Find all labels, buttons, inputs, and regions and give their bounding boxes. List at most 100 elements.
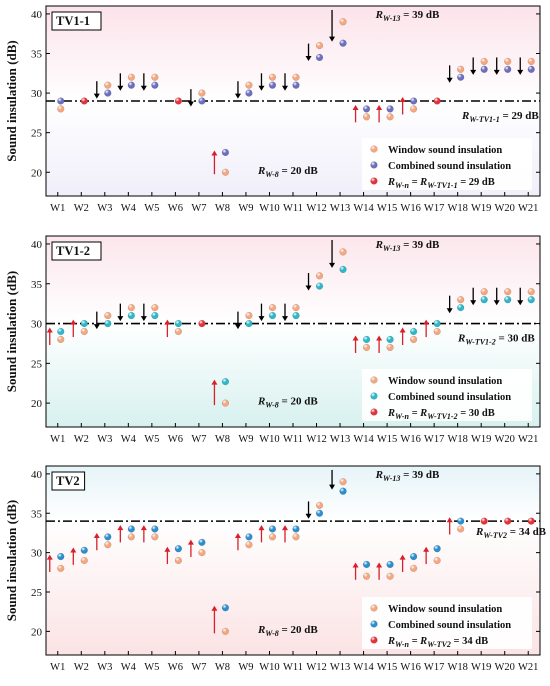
window-point [292,304,300,312]
combined-point [151,525,159,533]
combined-point [457,517,465,525]
combined-point [339,265,347,274]
x-tick-label: W16 [400,434,420,445]
combined-point [386,560,394,569]
window-point [151,533,159,541]
x-tick-label: W20 [495,662,515,673]
arrow-up [46,554,53,572]
x-tick-label: W11 [283,434,303,445]
annotation-label: RW-13 = 39 dB [375,9,440,23]
x-tick-label: W12 [306,203,326,214]
y-axis-label: Sound insulation (dB) [4,40,19,161]
x-tick-label: W3 [97,434,112,445]
x-tick-label: W5 [144,434,159,445]
window-point [410,105,418,113]
combined-point [221,604,230,612]
arrow-up [93,532,100,551]
window-point [362,113,371,121]
combined-point [410,97,418,105]
combined-point [127,311,135,320]
window-point [504,288,512,296]
window-point [292,73,300,81]
arrow-down [117,303,124,322]
window-point [198,89,206,97]
x-tick-label: W13 [330,434,350,445]
arrow-up [234,532,241,551]
region-above [46,466,540,522]
legend-window-label: Window sound insulation [388,145,502,156]
x-tick-label: W19 [471,662,491,673]
combined-point [480,65,488,73]
legend-window-label: Window sound insulation [388,376,502,387]
legend-equal-label: RW-n = RW-TV2 = 34 dB [387,636,488,649]
x-tick-label: W19 [471,434,491,445]
legend-equal-label: RW-n = RW-TV1-1 = 29 dB [387,177,495,190]
arrow-down [234,81,241,99]
arrow-down [282,303,288,322]
legend: Window sound insulation Combined sound in… [362,597,532,649]
legend-combined-label: Combined sound insulation [388,161,511,172]
x-tick-label: W9 [238,434,253,445]
legend: Window sound insulation Combined sound in… [362,138,532,190]
combined-point [268,81,277,89]
x-tick-label: W20 [495,434,515,445]
annotation-label: RW-13 = 39 dB [375,469,440,483]
arrow-down [493,57,500,75]
arrow-down [117,73,124,91]
arrow-up [352,335,359,353]
annotation-label: RW-8 = 20 dB [257,396,318,410]
combined-point [57,327,65,336]
x-tick-label: W2 [74,662,89,673]
window-point [339,248,347,256]
arrow-down [329,9,336,42]
window-point [268,304,277,312]
combined-point [245,89,253,97]
legend-equal-marker [370,636,378,644]
combined-point [104,533,112,541]
x-tick-label: W2 [74,434,89,445]
x-tick-label: W21 [518,662,538,673]
x-tick-label: W18 [447,434,467,445]
combined-point [386,105,394,113]
combined-point [410,552,418,561]
combined-point [339,39,347,47]
arrow-down [305,43,312,62]
window-point [315,41,324,50]
combined-point [410,327,418,336]
panel-tv1-1: 20 25 30 35 40 Sound insulation (dB) W1 W2 W3 W4 W… [4,5,541,214]
arrow-up [376,562,383,580]
arrow-up [376,104,383,123]
equal-point [80,97,88,105]
arrow-up [70,319,77,338]
arrow-down [517,287,524,306]
combined-point [339,487,347,495]
x-tick-label: W7 [191,434,206,445]
legend-combined-marker [370,392,378,400]
window-point [457,296,465,304]
arrow-up [399,327,406,346]
window-point [362,572,371,580]
window-point [410,564,418,572]
x-tick-label: W10 [259,434,279,445]
arrow-up [423,319,430,338]
legend-equal-marker [370,408,378,416]
window-point [221,168,230,176]
y-tick-label: 25 [31,358,43,370]
window-point [410,335,418,344]
x-tick-label: W16 [400,662,420,673]
x-tick-label: W8 [215,434,230,445]
window-point [127,304,135,312]
x-tick-label: W1 [50,203,65,214]
arrow-up [187,539,194,557]
window-point [386,572,394,580]
arrow-up [70,547,77,565]
arrow-down [282,73,288,91]
window-point [151,73,159,81]
combined-point [80,319,88,328]
x-tick-label: W6 [168,662,183,673]
x-tick-label: W7 [191,203,206,214]
combined-point [362,105,371,113]
window-point [174,556,182,565]
window-point [386,113,394,121]
